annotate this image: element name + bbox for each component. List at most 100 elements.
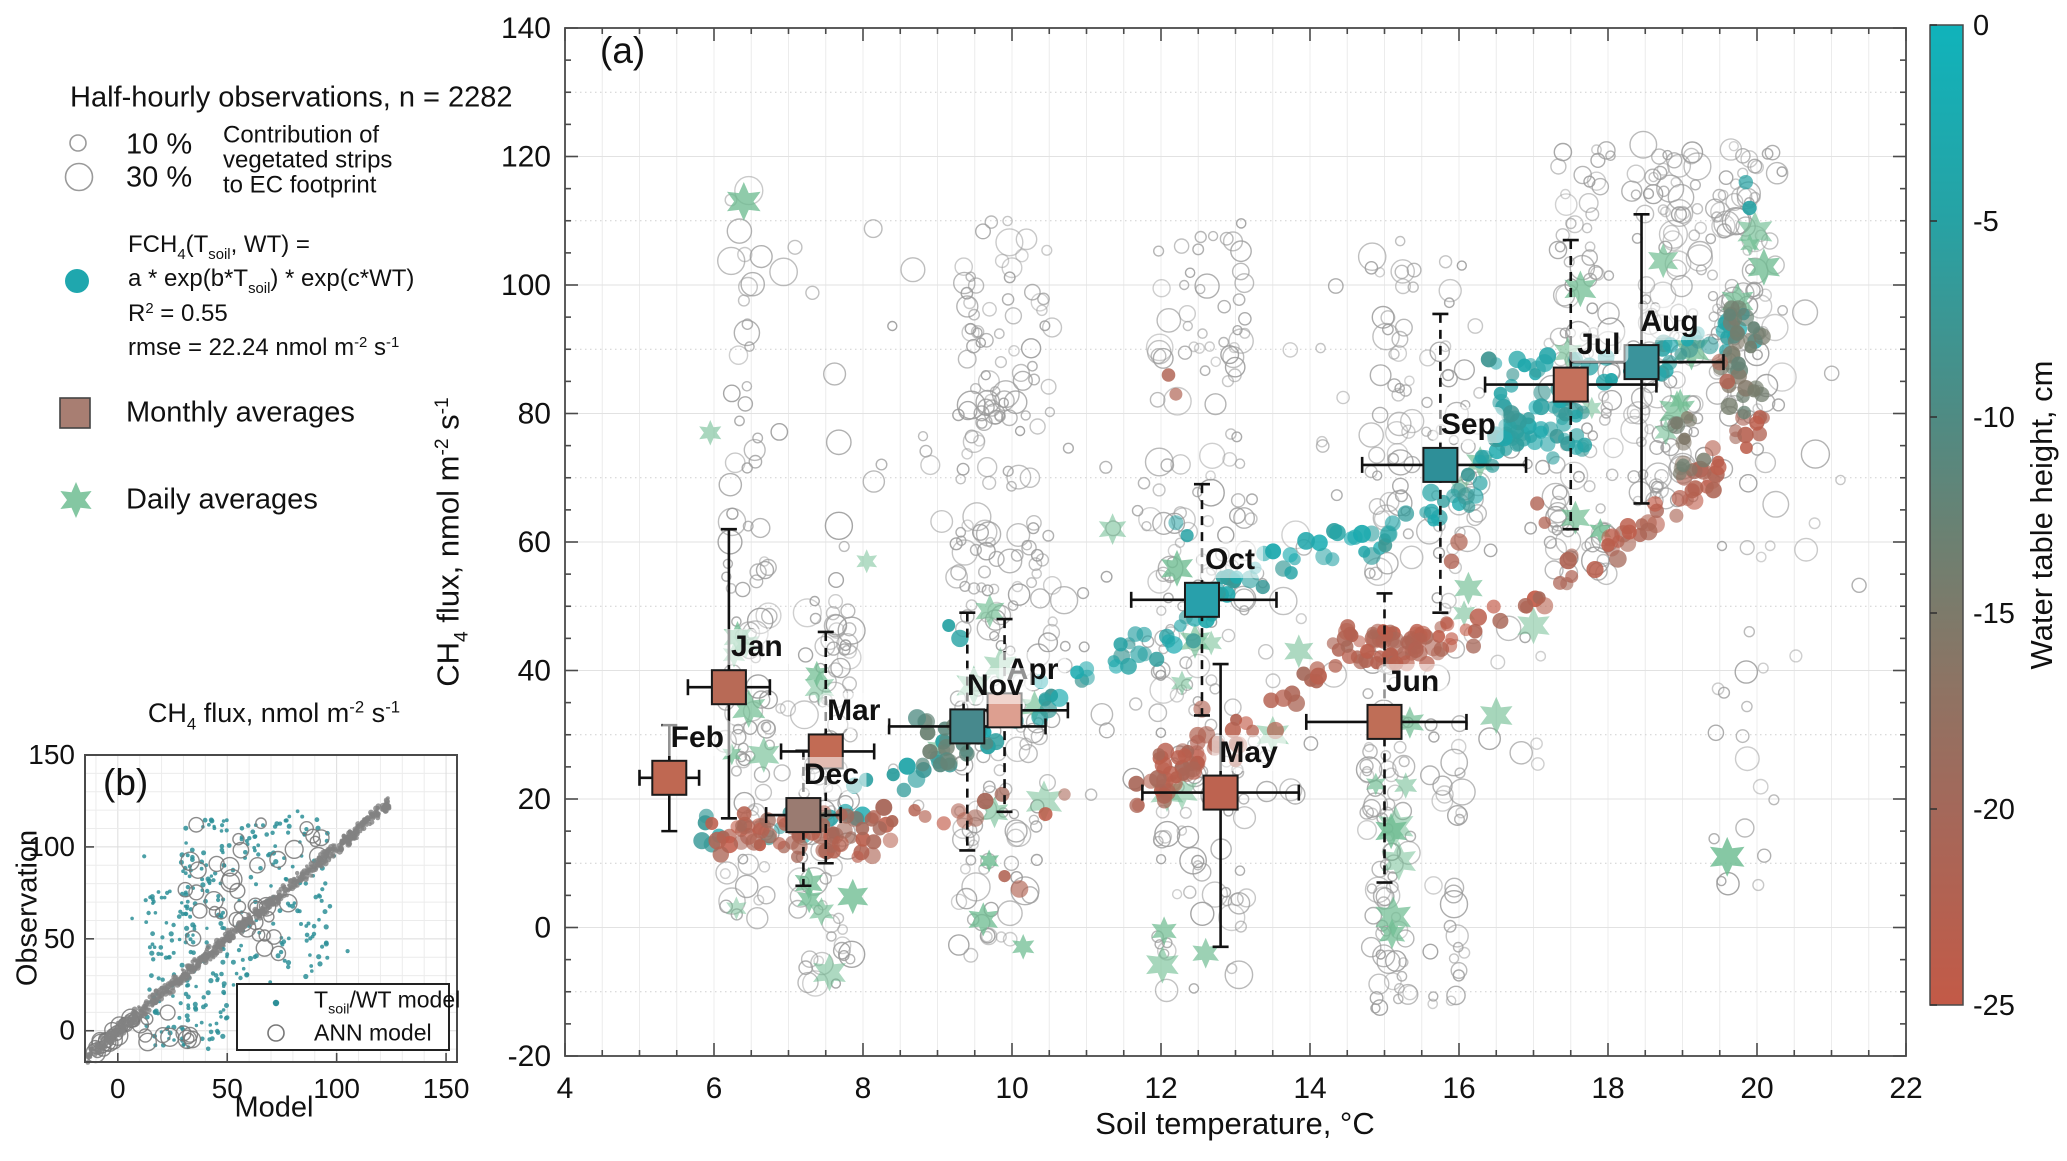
model-dot	[1411, 632, 1428, 649]
daily-average-star	[794, 866, 823, 900]
model-dot	[1517, 358, 1532, 373]
observation-circle	[1707, 724, 1725, 742]
observation-circle	[1596, 553, 1610, 568]
model-dot	[1517, 598, 1534, 614]
model-dot	[1284, 566, 1298, 580]
observation-circle	[1451, 715, 1469, 733]
observation-circle	[1222, 451, 1238, 467]
observation-circle	[1383, 972, 1402, 991]
daily-average-star	[1171, 670, 1193, 696]
tsoil-wt-point	[205, 926, 209, 930]
tsoil-wt-point	[270, 830, 275, 835]
observation-circle	[989, 630, 1000, 642]
observation-circle	[822, 362, 847, 386]
diagonal-point	[287, 878, 294, 885]
tsoil-wt-point	[269, 884, 273, 888]
observation-circle	[1662, 230, 1684, 252]
tsoil-wt-point	[317, 961, 323, 967]
tsoil-wt-point	[230, 959, 236, 965]
tsoil-wt-point	[295, 809, 300, 814]
observation-circle	[967, 582, 981, 595]
observation-circle	[1439, 369, 1458, 388]
model-dot	[1619, 518, 1637, 535]
tsoil-wt-point	[188, 914, 193, 919]
observation-circle	[828, 572, 845, 589]
tsoil-wt-point	[171, 994, 175, 998]
observation-circle	[788, 899, 808, 919]
y-tick-label: 0	[534, 912, 551, 945]
observation-circle	[1041, 317, 1063, 338]
diagonal-point	[386, 796, 390, 800]
tsoil-wt-point	[205, 876, 211, 882]
observation-circle	[1585, 207, 1600, 222]
diagonal-point	[310, 864, 315, 870]
observation-circle	[755, 560, 775, 580]
model-dot	[1647, 496, 1663, 512]
model-dot	[1700, 336, 1719, 355]
ann-model-circle-icon	[267, 1024, 285, 1042]
observation-circle	[1230, 493, 1246, 508]
tsoil-wt-point	[224, 818, 229, 823]
observation-circle	[1642, 188, 1655, 200]
observation-circle	[1752, 878, 1765, 892]
model-dot	[1282, 547, 1298, 563]
x-tick-label: 22	[1889, 1072, 1922, 1105]
observation-circle	[960, 863, 971, 875]
tsoil-wt-point	[324, 940, 329, 946]
daily-average-star	[1161, 549, 1193, 587]
observation-circle	[1456, 260, 1468, 271]
legend-glyphs	[59, 134, 94, 518]
tsoil-wt-point	[149, 973, 154, 978]
diagonal-point	[270, 901, 277, 907]
observation-circle	[1020, 338, 1042, 359]
observation-circle	[842, 676, 858, 692]
diagonal-point	[359, 820, 365, 825]
observation-circle	[1756, 848, 1772, 863]
diagonal-point	[256, 914, 263, 921]
diagonal-point	[314, 861, 321, 867]
diagonal-point	[230, 934, 236, 941]
observation-circle	[1667, 183, 1695, 211]
tsoil-wt-point	[317, 893, 321, 897]
tsoil-wt-point	[179, 962, 185, 968]
tsoil-wt-point	[264, 832, 270, 837]
observation-circle	[742, 520, 754, 532]
model-dot	[1340, 640, 1354, 653]
month-label-nov: Nov	[958, 668, 1032, 705]
tsoil-wt-point	[156, 890, 161, 894]
diagonal-point	[93, 1052, 98, 1057]
tsoil-wt-point	[319, 898, 324, 903]
diagonal-point	[328, 856, 332, 860]
observation-circle	[1428, 991, 1439, 1002]
daily-average-star	[1589, 518, 1612, 544]
observation-circle	[1706, 269, 1718, 281]
tsoil-wt-point	[323, 924, 329, 930]
tsoil-wt-point	[290, 903, 296, 909]
daily-average-star	[804, 670, 835, 705]
tsoil-wt-point	[130, 916, 134, 921]
footprint-30pct-icon	[64, 162, 94, 192]
tsoil-wt-point	[226, 843, 232, 848]
model-dot	[1443, 553, 1460, 569]
colorbar-label: Water table height, cm	[2024, 360, 2059, 670]
observation-circle	[1368, 566, 1383, 581]
observation-circle	[779, 700, 797, 717]
observation-circle	[1628, 480, 1652, 504]
diagonal-point	[117, 1020, 123, 1026]
observation-circle	[1708, 311, 1720, 323]
daily-average-star	[1582, 396, 1602, 420]
diagonal-point	[375, 803, 382, 810]
tsoil-wt-point	[151, 899, 156, 904]
observation-circle	[809, 612, 822, 625]
observation-circle	[1392, 477, 1409, 495]
observation-circle	[1739, 539, 1755, 556]
tsoil-wt-point	[167, 889, 172, 894]
observation-circle	[1014, 425, 1026, 437]
observation-circle	[1659, 206, 1671, 218]
observation-circle	[1559, 461, 1589, 490]
observation-circle	[1062, 442, 1075, 454]
observation-circle	[1192, 243, 1205, 256]
ann-model-circle	[208, 905, 221, 918]
tsoil-wt-point	[225, 952, 230, 957]
observation-circle	[1716, 540, 1728, 552]
